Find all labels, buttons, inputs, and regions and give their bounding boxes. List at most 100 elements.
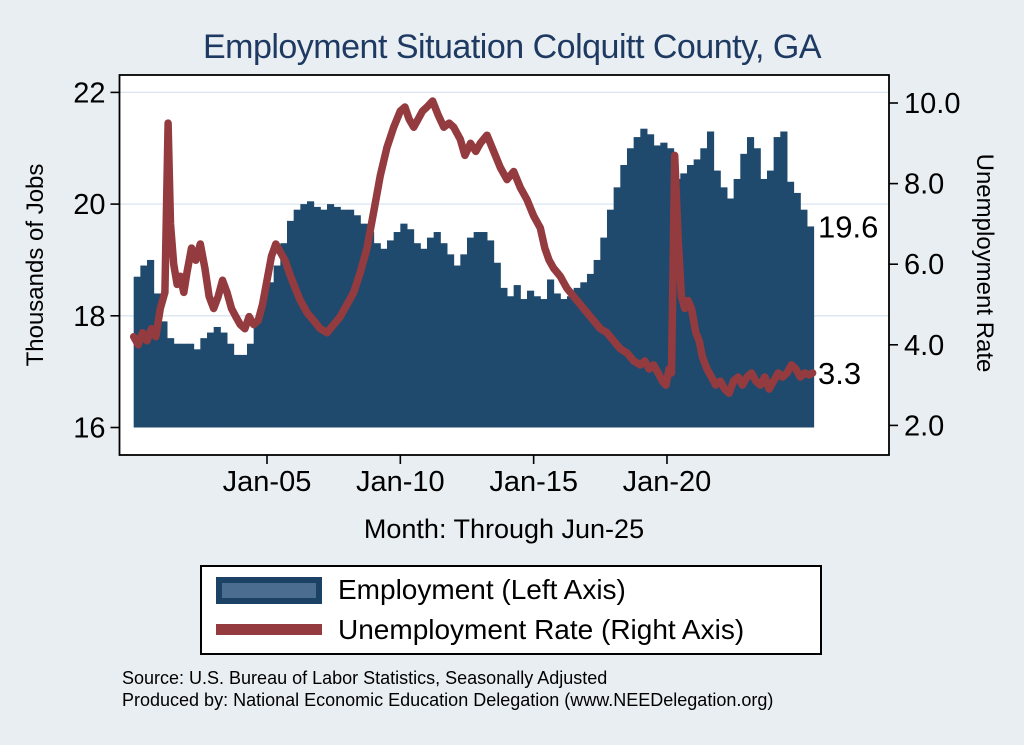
legend: Employment (Left Axis) Unemployment Rate… <box>200 565 822 655</box>
employment-bar <box>646 134 655 428</box>
employment-bar <box>253 321 261 428</box>
employment-bar <box>433 232 441 428</box>
employment-bar <box>273 265 281 428</box>
employment-bar <box>733 178 741 428</box>
employment-bar <box>500 287 508 428</box>
employment-bar <box>393 232 401 428</box>
employment-bar <box>773 137 781 428</box>
employment-bar <box>713 170 721 428</box>
employment-bar <box>586 273 595 428</box>
employment-bar <box>320 209 328 428</box>
legend-item-unemployment: Unemployment Rate (Right Axis) <box>216 614 820 646</box>
employment-bar <box>400 223 408 428</box>
employment-bar <box>613 187 621 428</box>
employment-bar <box>793 192 801 428</box>
employment-bar <box>513 285 521 428</box>
employment-bar <box>173 343 181 428</box>
employment-bar <box>800 209 808 428</box>
produced-by-line: Produced by: National Economic Education… <box>122 690 774 710</box>
right-tick-label: 8.0 <box>904 169 944 201</box>
employment-bar <box>786 181 795 428</box>
employment-bar <box>693 159 701 428</box>
employment-bar <box>227 343 235 428</box>
employment-bar <box>213 326 221 428</box>
employment-bar <box>220 332 228 428</box>
legend-label-employment: Employment (Left Axis) <box>338 574 626 606</box>
employment-bar <box>366 232 375 428</box>
employment-bar <box>620 165 628 428</box>
legend-label-unemployment: Unemployment Rate (Right Axis) <box>338 613 745 645</box>
employment-bar <box>633 137 641 428</box>
employment-bar <box>280 243 288 428</box>
employment-bar <box>300 204 308 428</box>
employment-bar <box>286 220 295 428</box>
employment-bar <box>326 204 335 428</box>
employment-bar <box>360 223 368 428</box>
x-tick-label: Jan-20 <box>623 466 712 498</box>
employment-bar <box>533 296 541 428</box>
employment-bar <box>520 299 528 428</box>
left-tick-label: 18 <box>73 301 105 333</box>
employment-bar <box>440 243 448 428</box>
employment-bar <box>540 299 548 428</box>
employment-bar <box>546 279 555 428</box>
x-tick-label: Jan-15 <box>489 466 578 498</box>
employment-bar <box>780 131 788 428</box>
annotation-19-6: 19.6 <box>818 209 878 244</box>
employment-bar <box>267 282 275 428</box>
left-tick-label: 16 <box>73 413 105 445</box>
right-tick-label: 10.0 <box>904 88 960 120</box>
source-line: Source: U.S. Bureau of Labor Statistics,… <box>122 668 608 688</box>
employment-bar <box>506 296 515 428</box>
employment-bar <box>386 240 395 428</box>
employment-bar <box>580 282 588 428</box>
employment-bar <box>446 254 455 428</box>
right-tick-label: 6.0 <box>904 249 944 281</box>
employment-bar <box>140 265 148 428</box>
employment-bar <box>453 265 461 428</box>
employment-bar <box>260 299 268 428</box>
employment-bar <box>466 237 475 428</box>
employment-bar <box>480 232 488 428</box>
employment-bar <box>373 243 381 428</box>
employment-bar <box>426 237 435 428</box>
employment-bar <box>420 248 428 428</box>
employment-bar <box>660 142 668 428</box>
employment-bar <box>560 299 568 428</box>
employment-bar <box>187 343 195 428</box>
employment-bar <box>686 165 695 428</box>
employment-bar <box>566 296 575 428</box>
left-tick-label: 22 <box>73 77 105 109</box>
employment-bar <box>147 259 155 428</box>
employment-bar <box>313 206 321 428</box>
employment-bar <box>193 349 201 428</box>
unemployment-line-swatch <box>216 624 322 636</box>
employment-bar <box>766 170 775 428</box>
source-note: Source: U.S. Bureau of Labor Statistics,… <box>122 667 773 711</box>
employment-bar <box>640 128 648 428</box>
legend-item-employment: Employment (Left Axis) <box>216 574 820 606</box>
employment-bar <box>606 209 615 428</box>
employment-bar <box>653 145 661 428</box>
employment-bar <box>167 338 175 428</box>
employment-bar <box>526 290 535 428</box>
employment-bar <box>160 321 168 428</box>
employment-bar <box>473 232 481 428</box>
employment-bar <box>806 226 815 428</box>
employment-bar <box>740 153 748 428</box>
employment-bar <box>746 137 755 428</box>
employment-bar <box>593 259 601 428</box>
employment-bar <box>240 354 248 428</box>
right-tick-label: 2.0 <box>904 410 944 442</box>
employment-bar <box>133 276 141 428</box>
employment-bar <box>700 148 708 428</box>
employment-bar <box>753 148 761 428</box>
employment-bar <box>673 178 681 428</box>
employment-bar <box>726 198 735 428</box>
employment-bar <box>346 209 355 428</box>
employment-bar <box>413 243 421 428</box>
employment-bar <box>153 293 161 428</box>
x-tick-label: Jan-05 <box>223 466 312 498</box>
employment-bar <box>233 354 241 428</box>
